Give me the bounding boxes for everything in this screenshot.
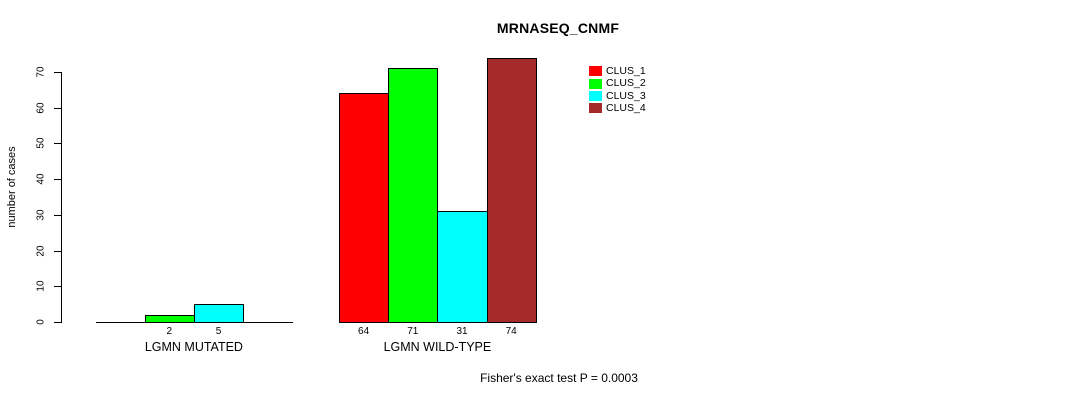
y-axis-line (61, 72, 62, 323)
y-tick (54, 72, 62, 73)
y-tick-label: 20 (35, 245, 47, 257)
y-tick (54, 322, 62, 323)
legend-item: CLUS_3 (589, 90, 646, 102)
legend: CLUS_1 CLUS_2 CLUS_3 CLUS_4 (589, 65, 646, 115)
x-category-label: LGMN MUTATED (144, 340, 243, 354)
y-tick-label: 70 (35, 66, 47, 78)
y-tick (54, 107, 62, 109)
bar-clus_2 (144, 314, 195, 323)
chart-title: MRNASEQ_CNMF (496, 20, 620, 36)
y-tick (54, 143, 62, 145)
bar-value-label: 71 (407, 326, 419, 337)
legend-label: CLUS_3 (606, 89, 646, 102)
y-tick-label: 30 (35, 209, 47, 221)
bar-clus_3 (437, 211, 488, 323)
y-tick-label: 60 (35, 102, 47, 114)
y-tick-label: 50 (35, 137, 47, 149)
legend-swatch (589, 78, 602, 89)
legend-item: CLUS_1 (589, 65, 646, 77)
x-category-label: LGMN WILD-TYPE (383, 340, 492, 354)
bar-value-label: 31 (456, 326, 468, 337)
bar-value-label: 5 (215, 326, 222, 337)
legend-label: CLUS_4 (606, 102, 646, 115)
y-tick (54, 214, 62, 216)
fisher-test-annotation: Fisher's exact test P = 0.0003 (480, 371, 638, 385)
legend-item: CLUS_4 (589, 102, 646, 114)
legend-item: CLUS_2 (589, 77, 646, 89)
y-tick-label: 0 (35, 319, 47, 325)
bar-clus_3 (193, 304, 245, 323)
bar-clus_4 (486, 57, 537, 323)
bar-clus_1 (339, 93, 390, 323)
legend-label: CLUS_1 (606, 64, 646, 77)
bar-value-label: 64 (358, 326, 370, 337)
bar-value-label: 74 (505, 326, 517, 337)
legend-swatch (589, 103, 602, 114)
y-tick (54, 286, 62, 288)
y-tick (54, 250, 62, 252)
legend-label: CLUS_2 (606, 77, 646, 90)
y-tick-label: 10 (35, 280, 47, 292)
bar-value-label: 2 (166, 326, 173, 337)
y-tick-label: 40 (35, 173, 47, 185)
legend-swatch (589, 90, 602, 101)
y-tick (54, 179, 62, 181)
bar-clus_2 (388, 68, 439, 323)
legend-swatch (589, 66, 602, 77)
